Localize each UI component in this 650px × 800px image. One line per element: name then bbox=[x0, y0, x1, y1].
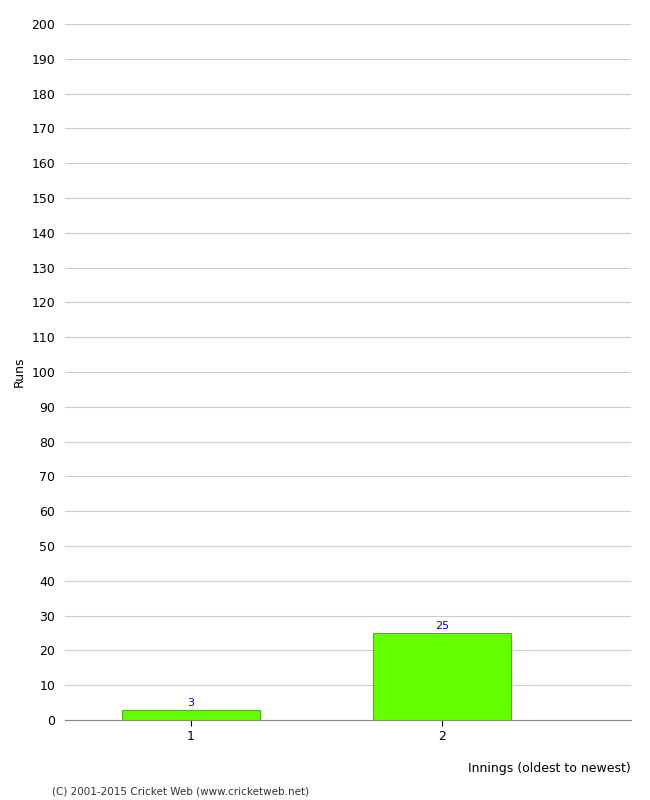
Text: (C) 2001-2015 Cricket Web (www.cricketweb.net): (C) 2001-2015 Cricket Web (www.cricketwe… bbox=[52, 786, 309, 796]
Text: 25: 25 bbox=[435, 622, 449, 631]
Text: 3: 3 bbox=[187, 698, 194, 708]
Y-axis label: Runs: Runs bbox=[13, 357, 26, 387]
Bar bbox=[122, 710, 260, 720]
Bar bbox=[373, 633, 511, 720]
Text: Innings (oldest to newest): Innings (oldest to newest) bbox=[468, 762, 630, 774]
